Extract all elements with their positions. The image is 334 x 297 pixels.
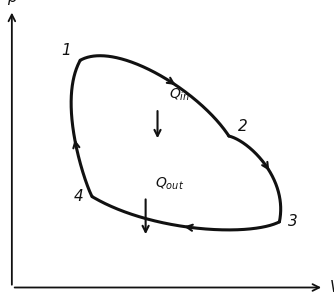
Text: 4: 4	[73, 189, 83, 204]
Text: 1: 1	[61, 43, 71, 58]
Text: 3: 3	[288, 214, 298, 229]
Text: p: p	[7, 0, 17, 5]
Text: $Q_{out}$: $Q_{out}$	[155, 175, 184, 192]
Text: V: V	[330, 280, 334, 295]
Text: $Q_{in}$: $Q_{in}$	[169, 87, 190, 103]
Text: 2: 2	[238, 119, 247, 134]
